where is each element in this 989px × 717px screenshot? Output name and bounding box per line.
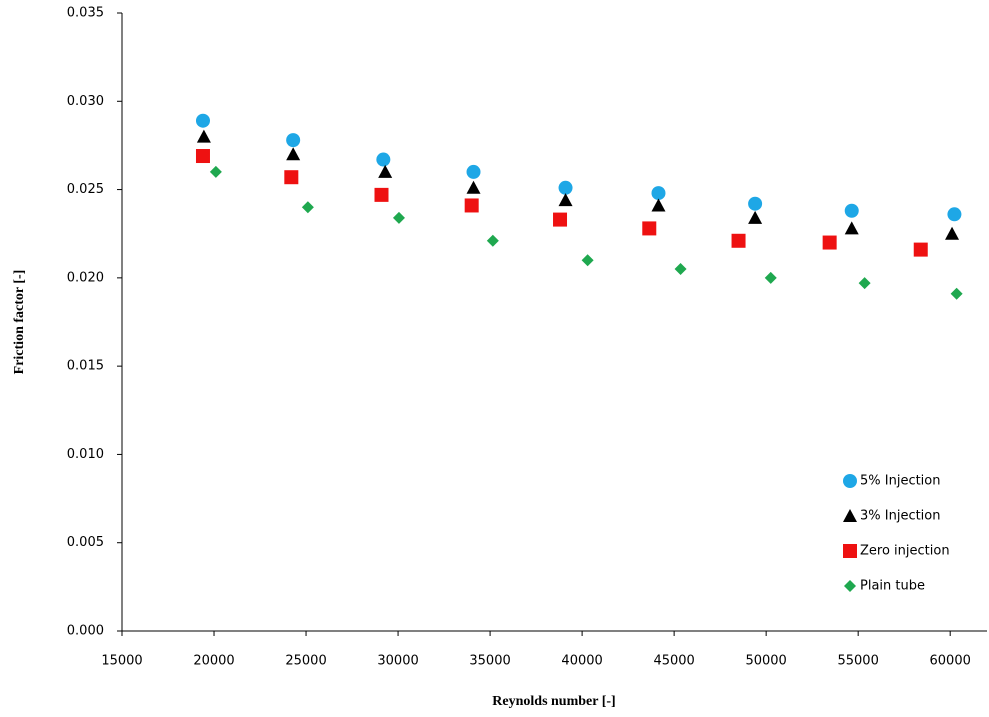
y-tick-label: 0.035 xyxy=(67,6,104,21)
data-point xyxy=(466,180,481,194)
y-tick-label: 0.015 xyxy=(67,359,104,374)
y-tick-label: 0.010 xyxy=(67,447,104,462)
legend-marker xyxy=(844,580,856,592)
data-point xyxy=(195,149,210,164)
data-point xyxy=(764,271,777,284)
data-point xyxy=(558,180,573,195)
data-point xyxy=(286,133,301,148)
data-point xyxy=(209,165,222,178)
data-point xyxy=(947,207,962,222)
data-point xyxy=(284,170,299,185)
x-axis-title: Reynolds number [-] xyxy=(492,694,615,709)
data-point xyxy=(196,129,211,143)
data-point xyxy=(376,152,391,167)
data-point xyxy=(286,147,301,161)
x-tick-label: 25000 xyxy=(285,654,326,669)
x-tick-label: 60000 xyxy=(930,654,971,669)
y-tick-label: 0.020 xyxy=(67,270,104,285)
data-point xyxy=(558,193,573,207)
data-point xyxy=(374,187,389,202)
y-tick-label: 0.025 xyxy=(67,182,104,197)
data-point xyxy=(748,196,763,211)
x-tick-label: 30000 xyxy=(377,654,418,669)
data-point xyxy=(858,277,871,290)
x-tick-label: 45000 xyxy=(653,654,694,669)
x-tick-label: 20000 xyxy=(193,654,234,669)
data-point xyxy=(844,203,859,218)
x-tick-label: 55000 xyxy=(837,654,878,669)
data-point xyxy=(651,186,666,201)
x-tick-label: 40000 xyxy=(561,654,602,669)
data-point xyxy=(466,164,481,179)
x-tick-label: 15000 xyxy=(101,654,142,669)
y-axis-title: Friction factor [-] xyxy=(12,270,27,375)
data-point xyxy=(301,201,314,214)
data-point xyxy=(378,164,393,178)
data-point xyxy=(464,198,479,213)
y-tick-label: 0.000 xyxy=(67,624,104,639)
data-point xyxy=(731,233,746,248)
data-point xyxy=(553,212,568,227)
data-point xyxy=(844,221,859,235)
data-point xyxy=(392,211,405,224)
data-point xyxy=(195,113,210,128)
y-tick-label: 0.005 xyxy=(67,535,104,550)
y-tick-label: 0.030 xyxy=(67,94,104,109)
data-point xyxy=(642,221,657,236)
legend-marker xyxy=(843,509,857,522)
x-tick-label: 35000 xyxy=(469,654,510,669)
data-point xyxy=(950,287,963,300)
legend-label: Plain tube xyxy=(860,579,925,594)
legend-label: 5% Injection xyxy=(860,474,941,489)
data-point xyxy=(748,210,763,224)
data-point xyxy=(674,263,687,276)
data-point xyxy=(822,235,837,250)
data-point xyxy=(651,198,666,212)
legend-marker xyxy=(843,474,857,488)
legend-label: 3% Injection xyxy=(860,509,941,524)
data-point xyxy=(581,254,594,267)
data-point xyxy=(945,226,960,240)
x-tick-label: 50000 xyxy=(745,654,786,669)
data-point xyxy=(913,242,928,257)
data-point xyxy=(486,234,499,247)
legend-marker xyxy=(843,544,857,558)
legend-label: Zero injection xyxy=(860,544,950,559)
